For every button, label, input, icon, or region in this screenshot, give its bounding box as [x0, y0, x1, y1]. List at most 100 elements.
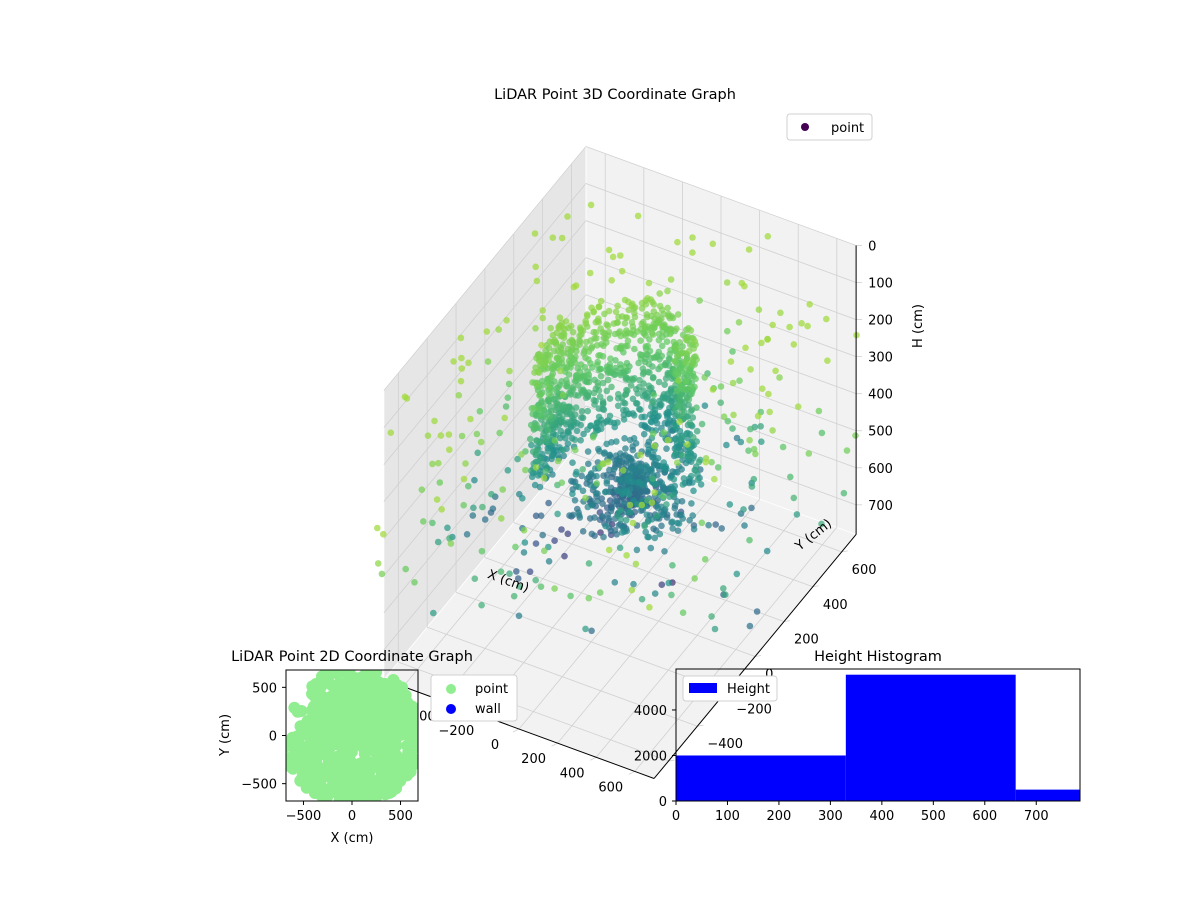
histogram-ticks: 0 100 200 300 400 500 600 700 0 2000 4000 [634, 704, 1049, 824]
point-3d [586, 269, 594, 277]
point-3d [746, 536, 753, 544]
point-3d [532, 540, 540, 547]
point-3d [476, 408, 484, 415]
point-3d [589, 434, 597, 441]
point-3d [608, 277, 615, 284]
point-3d [661, 548, 668, 555]
point-3d [633, 546, 641, 554]
point-3d [378, 570, 386, 578]
y-tick-label: 400 [823, 598, 848, 613]
point-3d [534, 472, 542, 479]
point-3d [617, 369, 624, 377]
point-3d [648, 499, 656, 507]
point-3d [606, 369, 613, 376]
point-3d [637, 337, 644, 345]
point-3d [616, 544, 624, 552]
point-3d [748, 483, 756, 490]
point-3d [683, 430, 690, 438]
point-3d [644, 342, 651, 350]
histogram-frame [675, 668, 1081, 802]
point-3d [624, 337, 632, 345]
point-3d [631, 345, 638, 353]
point-3d [647, 355, 655, 362]
point-3d [478, 547, 486, 555]
point-3d [531, 230, 539, 237]
point-3d [621, 363, 629, 371]
point-3d [610, 466, 618, 473]
point-3d [630, 435, 638, 442]
point-3d [651, 480, 659, 488]
point-3d [557, 367, 564, 375]
point-3d [666, 330, 674, 338]
point-3d [658, 581, 666, 588]
point-3d [465, 482, 472, 490]
point-3d [458, 432, 466, 440]
point-3d [769, 427, 776, 434]
point-3d [654, 462, 661, 469]
point-3d [670, 486, 677, 493]
point-3d [632, 560, 640, 568]
point-3d [595, 315, 602, 323]
point-3d [671, 504, 679, 512]
point-3d [674, 238, 681, 246]
point-3d [644, 368, 652, 376]
point-3d [458, 354, 465, 362]
point-3d [740, 506, 747, 513]
point-3d [708, 458, 715, 466]
point-3d [745, 246, 753, 253]
point-3d [702, 458, 710, 466]
point-3d [717, 399, 724, 407]
point-3d [579, 414, 587, 422]
grid-side-h [383, 257, 587, 502]
x-tick [628, 771, 635, 775]
point-3d [489, 505, 497, 512]
point-3d [533, 437, 541, 445]
point-3d [671, 357, 679, 365]
point-3d [435, 459, 442, 467]
point-3d [747, 366, 754, 373]
point-2d [384, 757, 397, 770]
point-3d [688, 500, 695, 507]
point-3d [729, 425, 736, 432]
point-3d [582, 494, 589, 502]
point-3d [625, 376, 632, 384]
point-3d [572, 446, 579, 454]
point-3d [824, 357, 831, 365]
point-2d [291, 705, 304, 718]
point-2d [401, 769, 413, 782]
point-3d [612, 364, 619, 372]
point-3d [536, 392, 543, 399]
point-3d [786, 323, 793, 331]
point-3d [654, 454, 662, 462]
point-3d [663, 338, 671, 346]
y-tick-label-hist: 2000 [634, 749, 667, 764]
point-3d [698, 519, 706, 527]
point-3d [575, 483, 582, 491]
point-3d [601, 449, 608, 456]
point-3d [545, 558, 553, 565]
point-3d [682, 358, 690, 366]
y-tick-label: −400 [707, 737, 743, 752]
point-3d [685, 347, 693, 355]
point-3d [641, 323, 649, 330]
point-3d [560, 452, 567, 460]
point-3d [595, 303, 603, 311]
point-3d [724, 327, 731, 335]
point-3d [572, 372, 580, 380]
point-3d [638, 305, 646, 312]
point-3d [583, 311, 591, 318]
point-3d [664, 304, 671, 312]
point-3d [601, 488, 609, 496]
point-3d [595, 387, 603, 394]
point-3d [665, 362, 673, 369]
point-3d [531, 369, 538, 376]
point-3d [577, 361, 585, 368]
point-2d [344, 730, 357, 743]
point-3d [645, 279, 653, 287]
point-3d [573, 427, 581, 435]
point-3d [611, 579, 619, 586]
point-3d [686, 517, 693, 524]
point-3d [569, 459, 576, 467]
point-3d [585, 348, 593, 355]
point-3d [515, 612, 523, 620]
